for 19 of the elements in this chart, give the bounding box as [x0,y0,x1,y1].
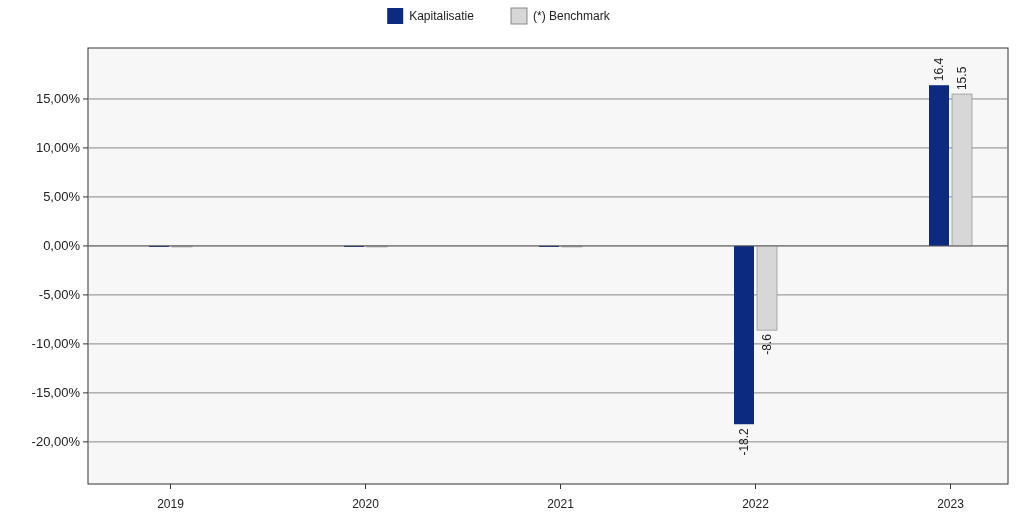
legend-label: Kapitalisatie [409,9,475,24]
data-label: -8.6 [760,333,774,355]
x-tick-label: 2023 [937,497,965,511]
data-label: -18.2 [737,427,751,456]
y-tick-label: -20,00% [31,434,81,450]
data-label: 15.5 [955,66,969,91]
y-tick-label: 15,00% [35,91,81,107]
y-tick-label: -10,00% [31,336,81,352]
x-tick-label: 2021 [547,497,575,511]
x-tick-label: 2020 [352,497,380,511]
x-tick-label: 2022 [742,497,770,511]
y-tick-label: -15,00% [31,385,81,401]
y-tick-label: 5,00% [43,189,81,205]
x-tick-label: 2019 [157,497,185,511]
y-tick-label: -5,00% [38,287,81,303]
data-label: 16.4 [932,57,946,82]
y-tick-label: 0,00% [43,238,81,254]
legend-label: (*) Benchmark [533,9,611,24]
y-tick-label: 10,00% [35,140,81,156]
